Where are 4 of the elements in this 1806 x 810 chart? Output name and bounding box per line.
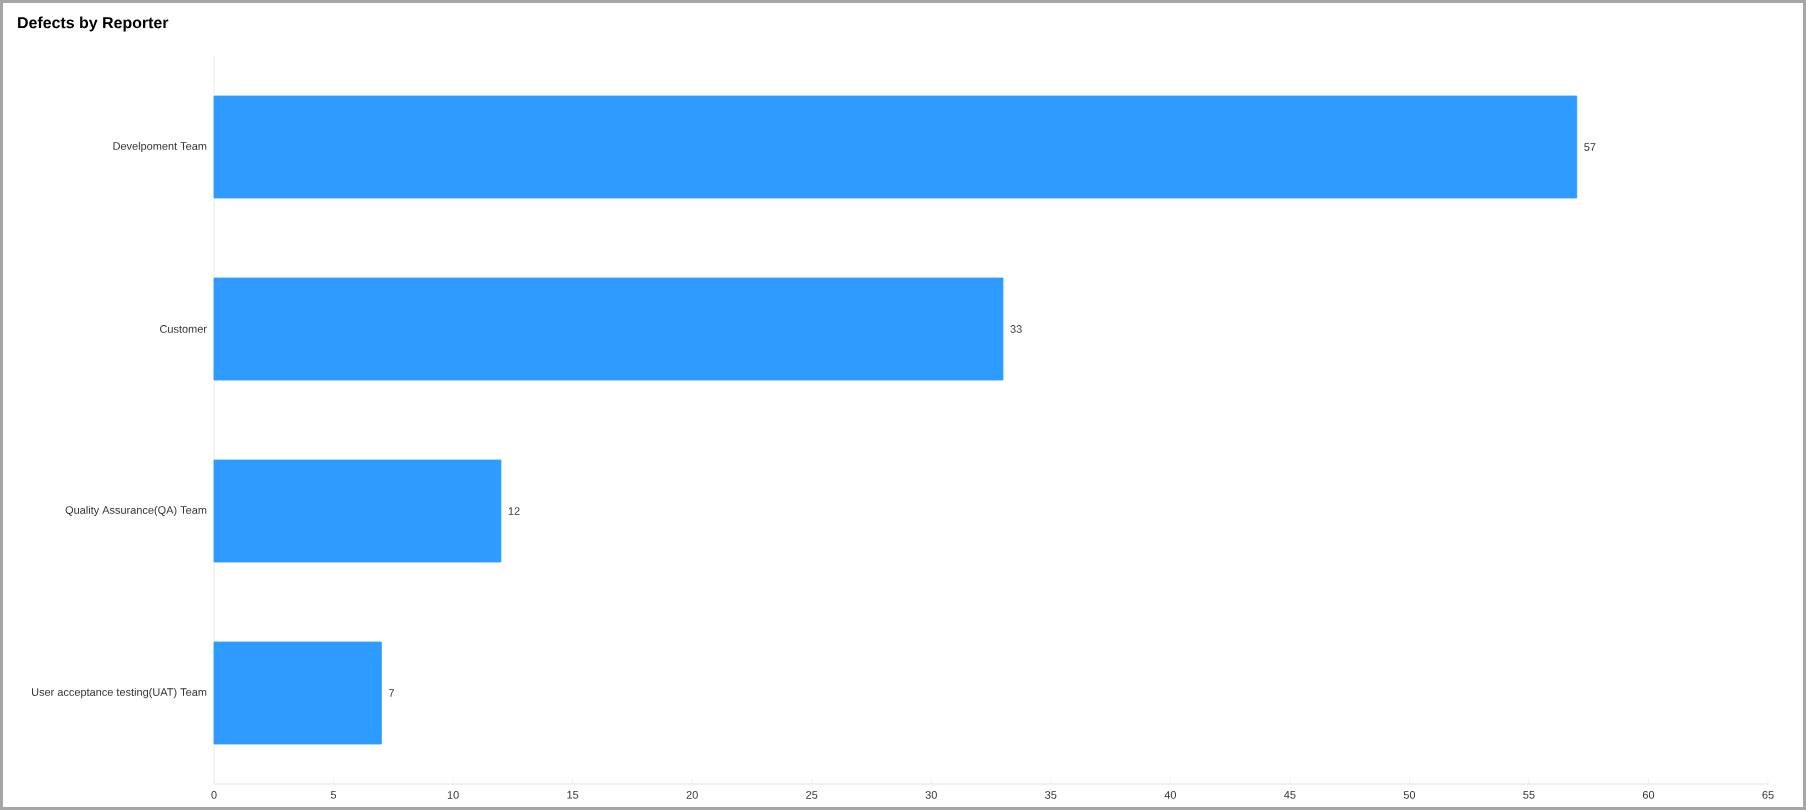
bar [213, 641, 382, 745]
bar [213, 459, 502, 563]
bar [213, 277, 1004, 381]
bar [213, 95, 1578, 199]
